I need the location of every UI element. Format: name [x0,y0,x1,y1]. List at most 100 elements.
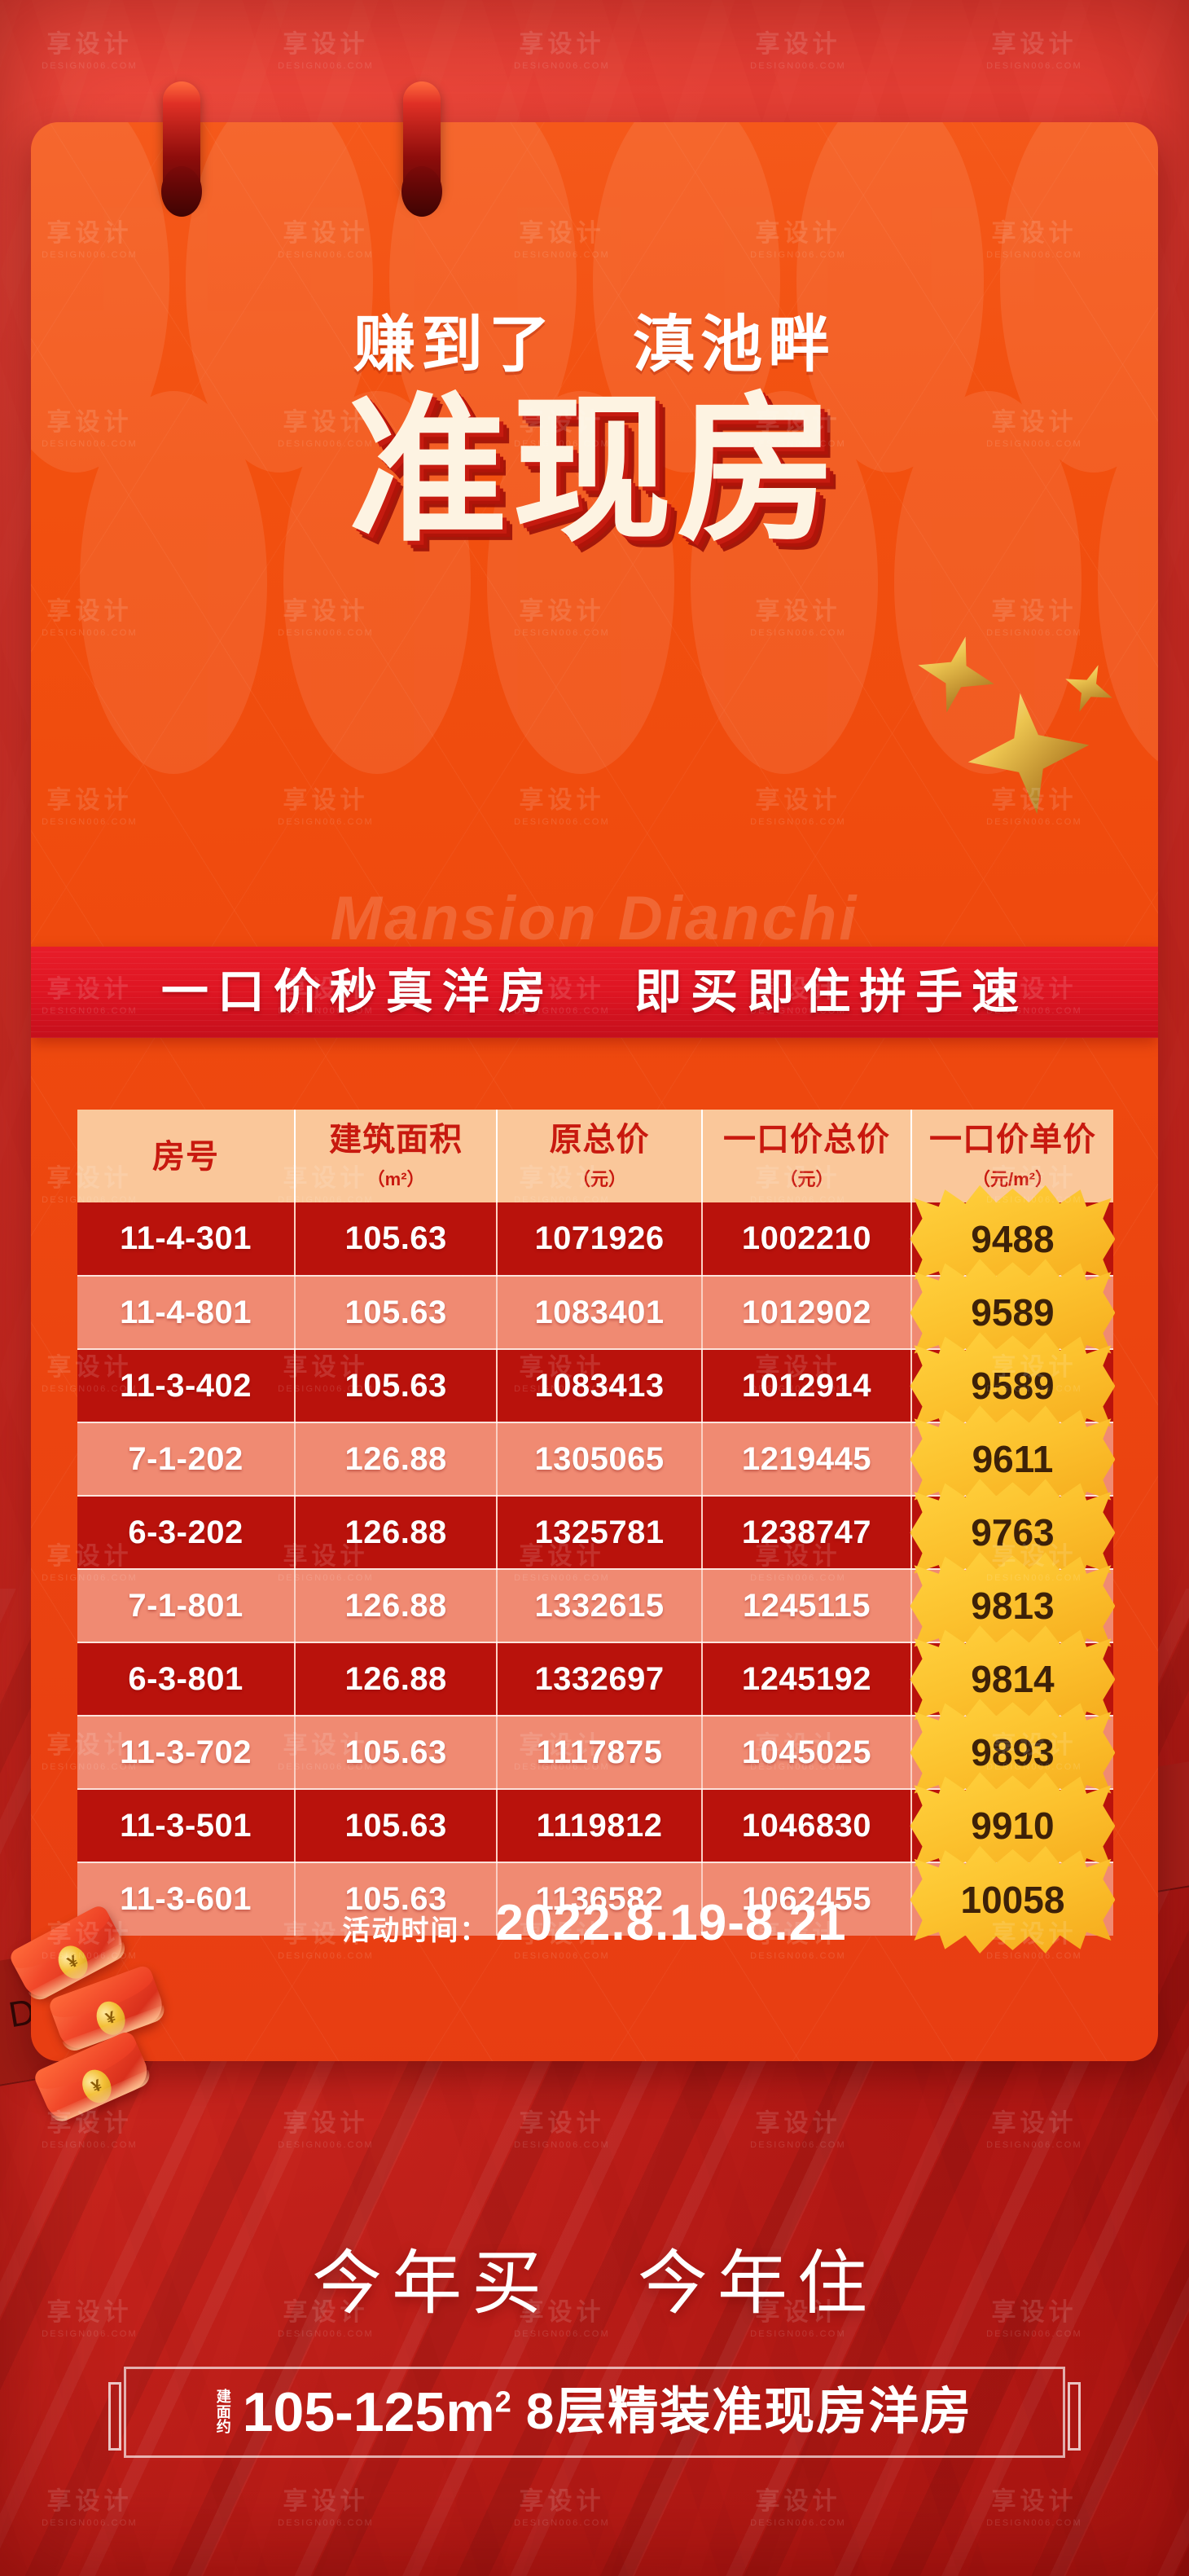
watermark: 享设计 DESIGN006.COM [16,31,163,72]
table-row: 11-3-501 105.63 1119812 1046830 9910 [77,1772,1116,1880]
watermark-en: DESIGN006.COM [986,61,1082,71]
cell-original-price: 1083401 [497,1276,703,1351]
table-row: 6-3-202 126.88 1325781 1238747 9763 [77,1479,1116,1587]
watermark: 享设计 DESIGN006.COM [252,31,399,72]
watermark-cn: 享设计 [519,2488,605,2515]
headline-subtitle: 赚到了 滇池畔 [31,314,1158,376]
footer-area-badge: 建面约 [217,2387,231,2438]
watermark-en: DESIGN006.COM [750,61,846,71]
col-header-original-price: 原总价 （元） [497,1110,703,1203]
watermark: 享设计 DESIGN006.COM [725,2488,871,2529]
table-header-row: 房号 建筑面积 （m²） 原总价 （元） 一口价总价 （元） [77,1110,1113,1203]
starburst-value: 9488 [971,1217,1055,1260]
cell-deal-total: 1045025 [701,1716,912,1791]
cell-original-price: 1119812 [497,1789,703,1864]
watermark: 享设计 DESIGN006.COM [489,2488,635,2529]
watermark: 享设计 DESIGN006.COM [16,2490,163,2529]
footer-title-right: 今年住 [637,2244,877,2323]
ribbon-text: 一口价秒真洋房 即买即住拼手速 [161,969,1028,1016]
watermark-en: DESIGN006.COM [750,2140,846,2150]
cell-original-price: 1332697 [497,1642,703,1717]
cell-room: 7-1-202 [77,1422,296,1497]
watermark-cn: 享设计 [283,2110,369,2137]
cell-deal-unit-price: 10058 [910,1845,1116,1954]
card-pattern-ovals [31,122,1158,855]
cell-deal-unit-price: 9893 [910,1699,1116,1807]
starburst-value: 9893 [971,1731,1055,1774]
starburst-value: 9910 [971,1805,1055,1848]
badge-char: 约 [216,2419,231,2436]
cell-original-price: 1071926 [497,1202,703,1277]
table-row: 11-3-702 105.63 1117875 1045025 9893 [77,1699,1116,1807]
footer-info-bar: 建面约 105-125m2 8层精装准现房洋房 [108,2367,1081,2458]
activity-time-row: 活动时间： 2022.8.19-8.21 [31,1894,1158,1952]
watermark-cn: 享设计 [46,31,133,58]
ribbon-text-left: 一口价秒真洋房 [160,965,555,1018]
cell-deal-unit-price: 9814 [910,1625,1116,1734]
activity-time-date: 2022.8.19-8.21 [495,1895,847,1951]
cell-room: 6-3-801 [77,1642,296,1717]
watermark-en: DESIGN006.COM [278,2518,374,2528]
footer-title: 今年买 今年住 [0,2249,1189,2319]
watermark-en: DESIGN006.COM [986,2518,1082,2528]
cell-deal-total: 1046830 [701,1789,912,1864]
starburst-value: 9813 [971,1585,1055,1628]
col-header-deal-unit: 一口价单价 （元/m²） [910,1110,1113,1203]
cell-deal-total: 1062455 [701,1862,912,1936]
cell-deal-total: 1238747 [701,1496,912,1571]
watermark-en: DESIGN006.COM [514,2140,610,2150]
watermark: 享设计 DESIGN006.COM [725,2110,871,2151]
cell-deal-unit-price: 9763 [910,1479,1116,1587]
cell-deal-total: 1012914 [701,1349,912,1424]
cell-original-price: 1136582 [497,1862,703,1936]
cell-room: 11-4-801 [77,1276,296,1351]
watermark-en: DESIGN006.COM [514,2518,610,2528]
badge-char: 建 [216,2388,231,2405]
cell-area: 105.63 [295,1276,498,1351]
table-row: 7-1-801 126.88 1332615 1245115 9813 [77,1552,1116,1660]
watermark-cn: 享设计 [519,2110,605,2137]
ribbon-stripes [31,947,1158,1038]
cell-deal-total: 1012902 [701,1276,912,1351]
cell-area: 126.88 [295,1569,498,1644]
ring-knob-icon [401,166,442,217]
col-header-deal-total: 一口价总价 （元） [701,1110,912,1203]
watermark: 享设计 DESIGN006.COM [961,2488,1108,2529]
cell-deal-total: 1002210 [701,1202,912,1277]
table-row: 11-4-801 105.63 1083401 1012902 9589 [77,1259,1116,1367]
calendar-ring-left [161,81,202,217]
watermark: 享设计 DESIGN006.COM [961,33,1108,72]
calendar-ring-right [401,81,442,217]
watermark-en: DESIGN006.COM [750,2329,846,2339]
watermark-cn: 享设计 [991,2488,1077,2515]
starburst-value: 9763 [971,1511,1055,1554]
starburst-icon [910,1845,1116,1954]
watermark-en: DESIGN006.COM [514,61,610,71]
cell-deal-unit-price: 9910 [910,1772,1116,1880]
starburst-value: 9814 [971,1658,1055,1701]
watermark: 享设计 DESIGN006.COM [961,2112,1108,2151]
watermark-cn: 享设计 [755,2488,841,2515]
watermark-en: DESIGN006.COM [42,2140,138,2150]
cell-room: 11-3-702 [77,1716,296,1791]
cell-original-price: 1332615 [497,1569,703,1644]
watermark-cn: 享设计 [283,31,369,58]
cell-area: 126.88 [295,1496,498,1571]
cell-area: 105.63 [295,1862,498,1936]
cell-room: 7-1-801 [77,1569,296,1644]
cell-room: 11-3-501 [77,1789,296,1864]
cell-deal-unit-price: 9488 [910,1185,1116,1293]
watermark-en: DESIGN006.COM [42,2518,138,2528]
activity-time-label: 活动时间： [342,1915,489,1946]
cell-area: 105.63 [295,1789,498,1864]
ribbon-text-right: 即买即住拼手速 [634,965,1029,1018]
cell-original-price: 1083413 [497,1349,703,1424]
cell-deal-unit-price: 9611 [910,1405,1116,1514]
watermark: 享设计 DESIGN006.COM [489,2110,635,2151]
watermark-cn: 享设计 [755,2110,841,2137]
watermark-en: DESIGN006.COM [514,2329,610,2339]
starburst-value: 9589 [971,1365,1055,1408]
watermark-en: DESIGN006.COM [750,2518,846,2528]
watermark: 享设计 DESIGN006.COM [252,2110,399,2151]
